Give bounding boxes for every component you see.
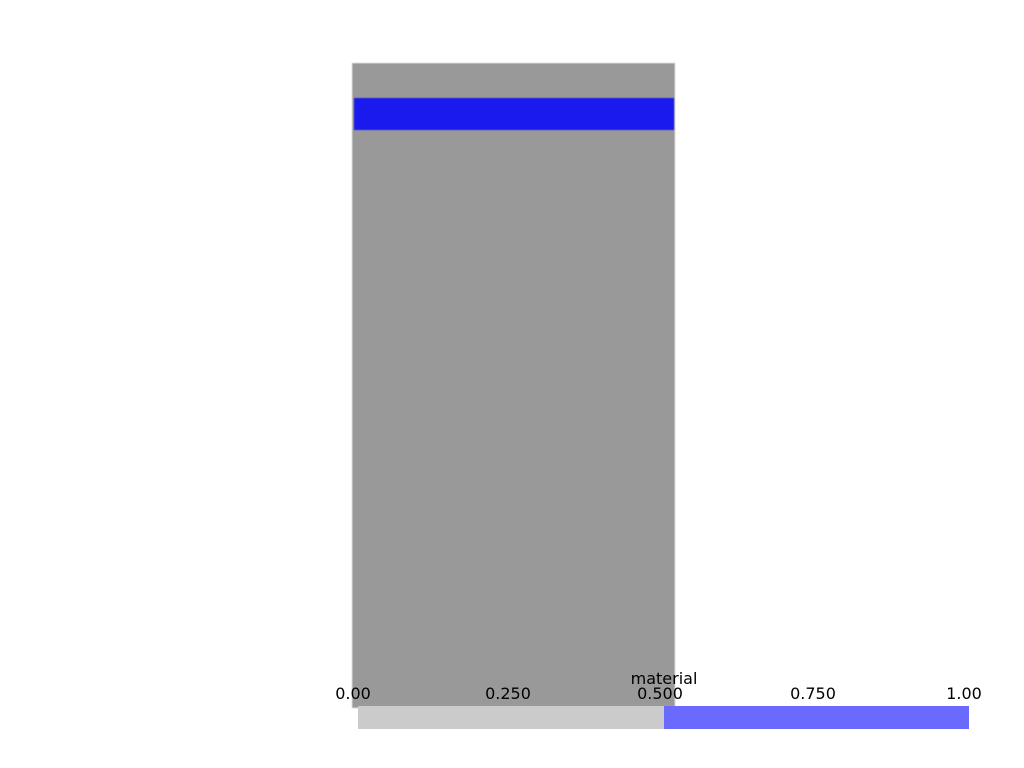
scalar-bar-title: material [630, 669, 698, 688]
scalar-bar-colorbar [358, 706, 969, 729]
scalar-bar-tick-4: 1.00 [946, 684, 982, 703]
scalar-bar-tick-1: 0.250 [485, 684, 531, 703]
scalar-bar-tick-2: 0.500 [637, 684, 683, 703]
blue-material-band [354, 98, 674, 130]
colorbar-segment-0 [358, 706, 664, 729]
scalar-bar-tick-3: 0.750 [790, 684, 836, 703]
gray-block-mesh [353, 64, 674, 707]
scalar-bar-tick-0: 0.00 [335, 684, 371, 703]
colorbar-segment-1 [663, 706, 969, 729]
